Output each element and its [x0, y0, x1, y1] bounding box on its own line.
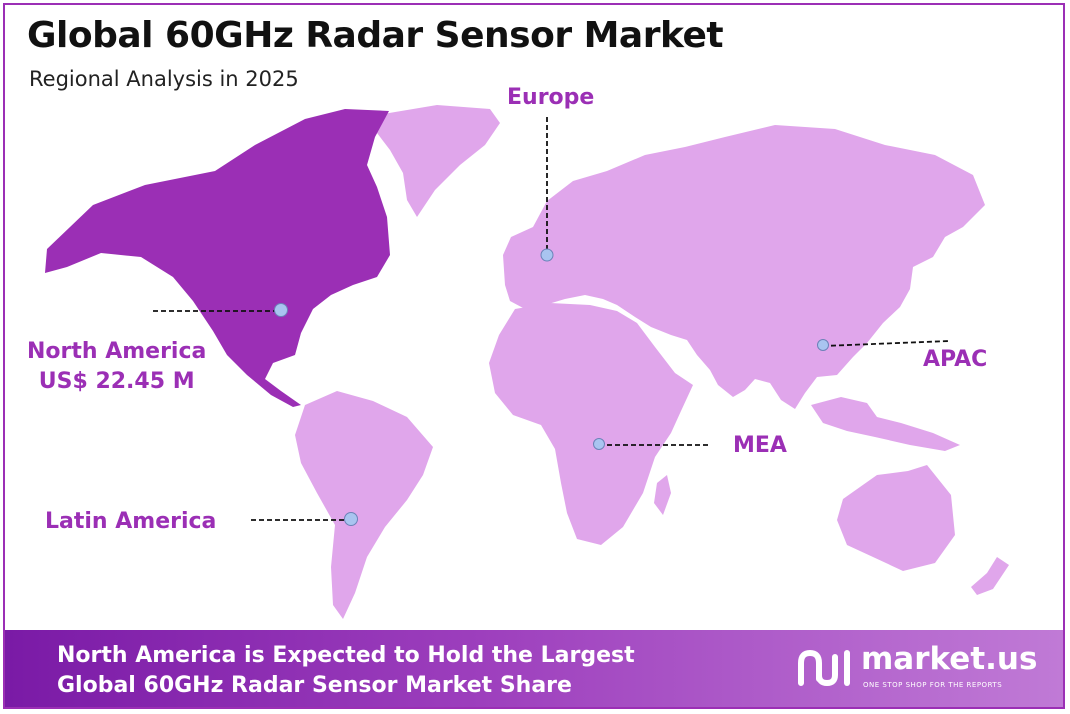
marker-europe — [540, 248, 554, 262]
region-label-mea: MEA — [733, 433, 787, 458]
region-label-apac: APAC — [923, 347, 988, 372]
region-value-north-america: US$ 22.45 M — [38, 369, 195, 394]
page-title: Global 60GHz Radar Sensor Market — [27, 15, 724, 56]
landmass-africa — [489, 303, 693, 545]
footer-headline: North America is Expected to Hold the La… — [57, 641, 635, 701]
brand-logo: market.us ONE STOP SHOP FOR THE REPORTS — [795, 641, 1045, 695]
landmass-australia — [837, 465, 955, 571]
footer-banner: North America is Expected to Hold the La… — [5, 630, 1063, 707]
marker-latin-america — [344, 512, 358, 526]
landmass-new-zealand — [971, 557, 1009, 595]
region-label-north-america: North America US$ 22.45 M — [27, 337, 206, 397]
region-name-north-america: North America — [27, 339, 207, 364]
brand-name: market.us — [861, 641, 1038, 677]
landmass-sea-islands — [811, 397, 960, 451]
brand-tagline: ONE STOP SHOP FOR THE REPORTS — [863, 681, 1003, 689]
page-subtitle: Regional Analysis in 2025 — [29, 67, 299, 91]
landmass-south-america — [295, 391, 433, 619]
footer-line-2: Global 60GHz Radar Sensor Market Share — [57, 673, 572, 698]
marker-apac — [817, 339, 829, 351]
landmass-greenland — [377, 105, 500, 217]
landmass-north-america — [45, 109, 390, 407]
marker-mea — [593, 438, 605, 450]
region-label-europe: Europe — [507, 85, 595, 110]
region-label-latin-america: Latin America — [45, 509, 217, 534]
brand-mark-icon — [798, 649, 850, 687]
landmass-eurasia — [503, 125, 985, 409]
world-map — [45, 105, 1009, 619]
leader-apac — [822, 340, 950, 347]
infographic-frame: Global 60GHz Radar Sensor Market Regiona… — [3, 3, 1065, 709]
landmass-madagascar — [654, 475, 671, 515]
footer-line-1: North America is Expected to Hold the La… — [57, 643, 635, 668]
marker-north-america — [274, 303, 288, 317]
